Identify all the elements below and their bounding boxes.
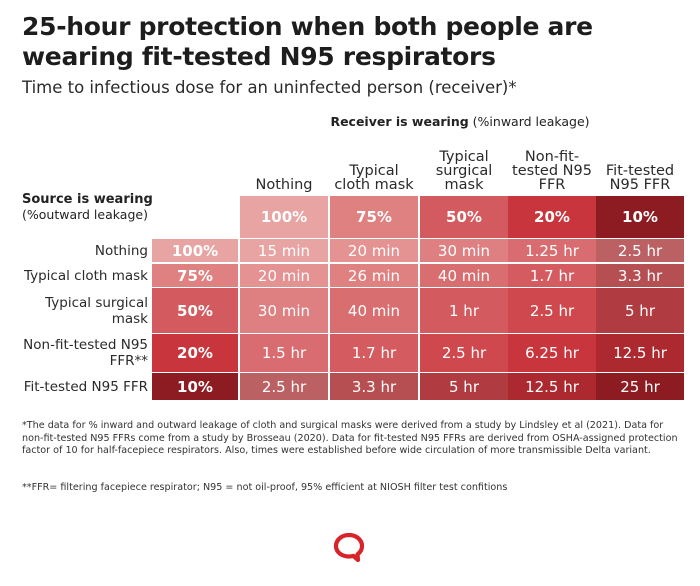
- table-cell: 12.5 hr: [596, 334, 684, 372]
- column-leakage-cell: 20%: [508, 196, 596, 238]
- receiver-header: Receiver is wearing (%inward leakage): [240, 114, 680, 129]
- table-cell: 15 min: [240, 239, 328, 262]
- row-label: Typical cloth mask: [23, 267, 148, 284]
- table-cell: 2.5 hr: [508, 288, 596, 333]
- table-cell: 1.5 hr: [240, 334, 328, 372]
- table-cell: 5 hr: [596, 288, 684, 333]
- table-cell: 1.25 hr: [508, 239, 596, 262]
- table-cell: 20 min: [240, 264, 328, 287]
- page-subtitle: Time to infectious dose for an uninfecte…: [22, 78, 517, 97]
- table-cell: 25 hr: [596, 373, 684, 400]
- logo-icon: [333, 532, 365, 562]
- column-leakage-cell: 10%: [596, 196, 684, 238]
- table-cell: 40 min: [420, 264, 508, 287]
- column-leakage-cell: 100%: [240, 196, 328, 238]
- table-cell: 2.5 hr: [240, 373, 328, 400]
- table-cell: 1 hr: [420, 288, 508, 333]
- row-leakage-cell: 20%: [152, 334, 238, 372]
- row-label: Nothing: [94, 242, 148, 259]
- table-cell: 30 min: [240, 288, 328, 333]
- table-cell: 20 min: [330, 239, 418, 262]
- column-label: Nothing: [255, 177, 313, 193]
- table-cell: 3.3 hr: [330, 373, 418, 400]
- receiver-header-rest: (%inward leakage): [468, 114, 590, 129]
- page-title: 25-hour protection when both people are …: [22, 12, 593, 71]
- row-label: Typical surgical mask: [45, 294, 148, 327]
- table-cell: 2.5 hr: [596, 239, 684, 262]
- source-header-bold: Source is wearing: [22, 192, 153, 207]
- table-cell: 1.7 hr: [508, 264, 596, 287]
- table-cell: 2.5 hr: [420, 334, 508, 372]
- table-cell: 1.7 hr: [330, 334, 418, 372]
- column-leakage-cell: 75%: [330, 196, 418, 238]
- table-cell: 3.3 hr: [596, 264, 684, 287]
- row-leakage-cell: 50%: [152, 288, 238, 333]
- table-cell: 26 min: [330, 264, 418, 287]
- receiver-header-bold: Receiver is wearing: [330, 114, 469, 129]
- column-leakage-cell: 50%: [420, 196, 508, 238]
- footnote-data-sources: *The data for % inward and outward leaka…: [22, 420, 678, 457]
- source-header: Source is wearing (%outward leakage): [22, 192, 232, 222]
- table-cell: 30 min: [420, 239, 508, 262]
- row-leakage-cell: 10%: [152, 373, 238, 400]
- row-leakage-cell: 75%: [152, 264, 238, 287]
- table-cell: 40 min: [330, 288, 418, 333]
- row-label: Non-fit-tested N95 FFR**: [23, 337, 148, 369]
- table-cell: 12.5 hr: [508, 373, 596, 400]
- column-label: Fit-tested N95 FFR: [605, 163, 675, 193]
- column-label: Non-fit- tested N95 FFR: [512, 149, 592, 193]
- row-leakage-cell: 100%: [152, 239, 238, 262]
- table-cell: 5 hr: [420, 373, 508, 400]
- column-label: Typical surgical mask: [435, 149, 493, 193]
- column-label: Typical cloth mask: [334, 163, 414, 193]
- footnote-abbreviations: **FFR= filtering facepiece respirator; N…: [22, 482, 508, 493]
- row-label: Fit-tested N95 FFR: [23, 378, 148, 395]
- source-header-rest: (%outward leakage): [22, 207, 148, 222]
- table-cell: 6.25 hr: [508, 334, 596, 372]
